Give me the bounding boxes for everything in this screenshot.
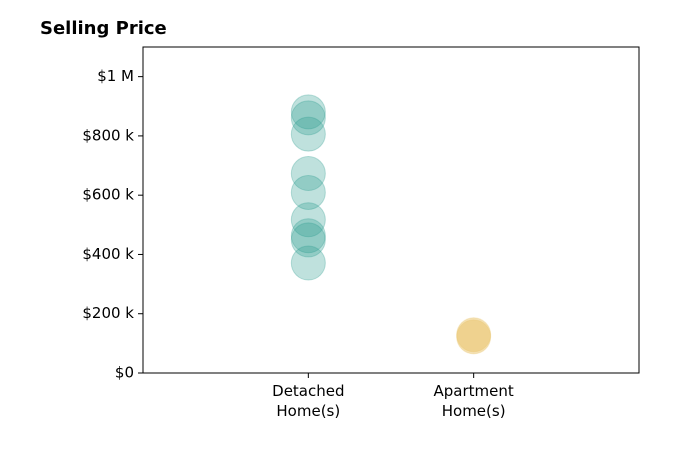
y-tick-label: $200 k <box>82 304 134 322</box>
point <box>290 94 326 130</box>
point <box>290 116 326 152</box>
point <box>290 245 326 281</box>
x-tick-label: Apartment Home(s) <box>433 382 514 420</box>
point <box>290 175 326 211</box>
y-tick-label: $800 k <box>82 126 134 144</box>
y-tick-label: $400 k <box>82 245 134 263</box>
y-tick-label: $0 <box>115 364 134 382</box>
point <box>456 319 492 355</box>
point <box>290 100 326 136</box>
point <box>290 222 326 258</box>
plot-frame <box>142 46 640 374</box>
x-tick-label: Detached Home(s) <box>272 382 345 420</box>
point <box>290 202 326 238</box>
y-tick-label: $1 M <box>97 67 134 85</box>
y-tick-label: $600 k <box>82 186 134 204</box>
point <box>290 218 326 254</box>
chart-title: Selling Price <box>40 18 167 39</box>
point <box>290 156 326 192</box>
